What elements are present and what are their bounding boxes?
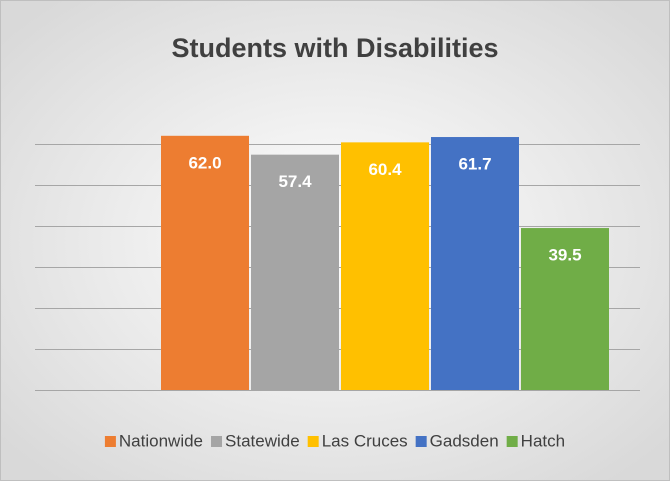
bars: 62.0 57.4 60.4 61.7 39.5 [161, 135, 609, 390]
legend-label: Statewide [225, 431, 300, 450]
legend-swatch [211, 436, 223, 447]
data-label: 61.7 [458, 155, 491, 174]
bar [341, 142, 429, 390]
legend-label: Gadsden [430, 431, 499, 450]
data-label: 39.5 [548, 246, 581, 265]
data-label: 57.4 [278, 172, 312, 191]
bar [431, 137, 519, 390]
legend-item: Hatch [506, 431, 565, 450]
bar [161, 135, 249, 390]
legend-swatch [506, 436, 518, 447]
legend-label: Hatch [521, 431, 565, 450]
legend: Nationwide Statewide Las Cruces Gadsden Hatc… [104, 431, 565, 450]
legend-swatch [415, 436, 427, 447]
legend-item: Statewide [211, 431, 300, 450]
legend-item: Nationwide [104, 431, 203, 450]
data-label: 60.4 [368, 160, 402, 179]
bar [251, 154, 339, 390]
legend-swatch [104, 436, 116, 447]
legend-label: Las Cruces [322, 431, 408, 450]
data-label: 62.0 [188, 153, 221, 172]
bar [521, 228, 609, 390]
chart-title: Students with Disabilities [171, 33, 498, 63]
legend-item: Las Cruces [307, 431, 408, 450]
legend-swatch [307, 436, 319, 447]
legend-item: Gadsden [415, 431, 499, 450]
legend-label: Nationwide [119, 431, 203, 450]
